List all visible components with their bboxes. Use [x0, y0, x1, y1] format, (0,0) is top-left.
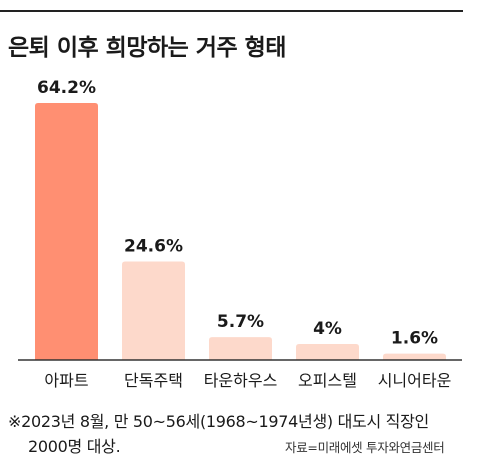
bar-5 — [383, 353, 446, 360]
footnote: ※2023년 8월, 만 50~56세(1968~1974년생) 대도시 직장인… — [8, 409, 429, 459]
category-label-4: 오피스텔 — [298, 371, 357, 390]
bar-1 — [35, 103, 98, 360]
category-label-1: 아파트 — [44, 371, 88, 390]
bar-4 — [296, 343, 359, 360]
source-credit: 자료=미래에셋 투자와연금센터 — [285, 440, 445, 455]
footnote-line-2: 2000명 대상. — [28, 437, 121, 456]
value-label-2: 24.6% — [124, 237, 183, 257]
footnote-line-1: ※2023년 8월, 만 50~56세(1968~1974년생) 대도시 직장인 — [8, 412, 429, 431]
category-label-5: 시니어타운 — [378, 371, 452, 390]
bar-2 — [122, 261, 185, 360]
value-label-4: 4% — [313, 319, 342, 339]
bar-3 — [209, 337, 272, 360]
value-label-1: 64.2% — [37, 78, 96, 98]
category-label-3: 타운하우스 — [204, 371, 278, 390]
value-label-3: 5.7% — [217, 312, 264, 332]
chart-title: 은퇴 이후 희망하는 거주 형태 — [8, 35, 286, 61]
value-label-5: 1.6% — [391, 329, 438, 349]
top-rule — [0, 10, 463, 12]
category-label-2: 단독주택 — [124, 371, 183, 390]
